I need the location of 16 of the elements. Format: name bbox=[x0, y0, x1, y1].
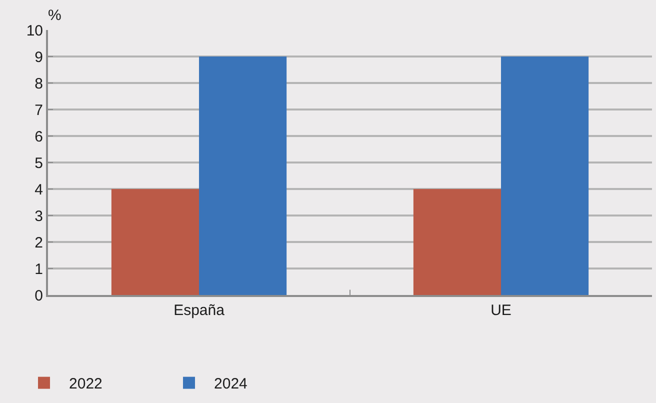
y-tick-label: 7 bbox=[34, 102, 43, 119]
y-tick-label: 2 bbox=[34, 234, 43, 252]
legend-label: 2024 bbox=[214, 376, 248, 393]
y-tick-label: 9 bbox=[34, 48, 43, 66]
x-tick-label: España bbox=[174, 302, 226, 319]
y-tick-label: 4 bbox=[34, 181, 43, 198]
y-tick-label: 8 bbox=[34, 75, 43, 92]
y-tick-label: 1 bbox=[34, 260, 43, 278]
legend-label: 2022 bbox=[69, 376, 102, 393]
y-tick-label: 5 bbox=[34, 154, 43, 172]
x-tick-label: UE bbox=[490, 302, 512, 319]
y-axis-title: % bbox=[48, 7, 62, 24]
y-tick-label: 6 bbox=[34, 128, 43, 146]
y-tick-label: 3 bbox=[34, 208, 43, 225]
y-tick-label: 10 bbox=[26, 22, 43, 40]
y-tick-label: 0 bbox=[34, 287, 43, 304]
